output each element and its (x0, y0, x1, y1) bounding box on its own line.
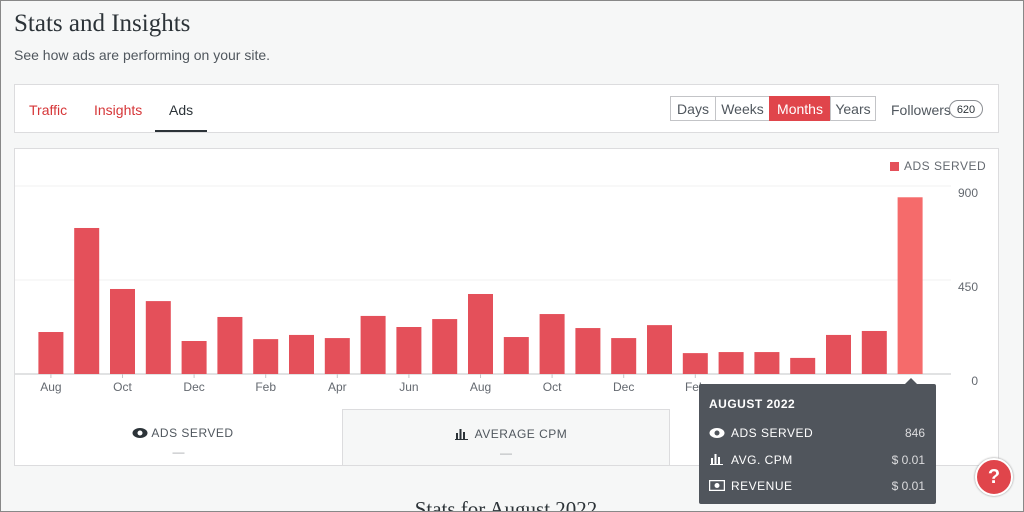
summary-tab[interactable]: ADS SERVED — (15, 409, 342, 465)
bar (38, 332, 64, 374)
eye-icon (132, 428, 148, 438)
bar (145, 301, 171, 374)
bar (396, 327, 422, 374)
bar (74, 227, 100, 374)
tooltip-value: 846 (904, 426, 925, 440)
tooltip-label: AVG. CPM (731, 453, 793, 467)
x-tick-label: Aug (40, 380, 61, 394)
bar (432, 319, 458, 374)
legend-swatch (890, 162, 899, 171)
period-button[interactable]: Months (769, 96, 831, 121)
bar (682, 353, 708, 374)
bar (289, 334, 314, 374)
followers-count: 620 (949, 100, 983, 118)
period-button[interactable]: Weeks (715, 96, 770, 121)
bar (360, 315, 386, 374)
tooltip-title: AUGUST 2022 (709, 397, 796, 411)
x-tick-label: Aug (470, 380, 491, 394)
y-tick-label: 450 (958, 280, 978, 294)
tooltip-label: REVENUE (731, 479, 793, 493)
x-tick-label: Oct (543, 380, 562, 394)
money-icon (709, 480, 725, 491)
bar (826, 334, 851, 374)
help-button[interactable]: ? (975, 458, 1013, 496)
eye-icon (709, 428, 725, 438)
bar (503, 337, 529, 374)
bar (110, 288, 135, 374)
summary-tab[interactable]: AVERAGE CPM — (342, 409, 670, 465)
summary-label: AVERAGE CPM (474, 427, 568, 441)
bar-icon (710, 454, 723, 465)
period-button[interactable]: Years (830, 96, 876, 121)
tooltip-arrow (905, 378, 917, 384)
legend-label: ADS SERVED (904, 159, 986, 173)
bar (754, 352, 780, 374)
tab[interactable]: Ads (169, 102, 194, 118)
bar-icon (455, 429, 468, 440)
x-tick-label: Feb (255, 380, 276, 394)
bar (861, 330, 887, 374)
page-subtitle: See how ads are performing on your site. (14, 47, 271, 63)
bar (790, 357, 816, 374)
chart: 0 450 900 ADS SERVED Aug Oct Dec Feb Apr Jun Aug Oc… (15, 159, 986, 394)
y-tick-label: 900 (958, 186, 978, 200)
section-heading: Stats for August 2022 (414, 497, 598, 512)
tab[interactable]: Insights (94, 102, 143, 118)
page-title: Stats and Insights (14, 10, 191, 37)
nav-panel: Traffic Insights Ads Days Weeks Months Y… (14, 84, 999, 133)
x-tick-label: Jun (399, 380, 418, 394)
bar (647, 325, 672, 374)
bar (468, 293, 493, 374)
bar (324, 338, 350, 374)
y-tick-label: 0 (971, 374, 978, 388)
x-tick-label: Dec (613, 380, 634, 394)
tooltip: AUGUST 2022 ADS SERVED 846 AVG. CPM $ 0.… (699, 384, 936, 504)
summary-value: — (500, 446, 512, 460)
tab[interactable]: Traffic (29, 102, 68, 118)
tooltip-value: $ 0.01 (891, 479, 925, 493)
followers-label[interactable]: Followers (891, 102, 951, 118)
bar (718, 352, 744, 374)
tab-underline (155, 130, 207, 132)
summary-value: — (172, 445, 185, 459)
bar (181, 340, 207, 374)
bar (575, 328, 601, 374)
period-button[interactable]: Days (670, 96, 716, 121)
bar (539, 314, 565, 374)
bar (253, 339, 279, 374)
bar (611, 338, 637, 374)
x-tick-label: Dec (183, 380, 204, 394)
tooltip-label: ADS SERVED (731, 426, 814, 440)
tooltip-value: $ 0.01 (891, 453, 925, 467)
x-tick-label: Oct (113, 380, 132, 394)
bar (897, 197, 923, 374)
x-tick-label: Apr (328, 380, 347, 394)
bar (217, 316, 243, 374)
summary-label: ADS SERVED (151, 426, 234, 440)
